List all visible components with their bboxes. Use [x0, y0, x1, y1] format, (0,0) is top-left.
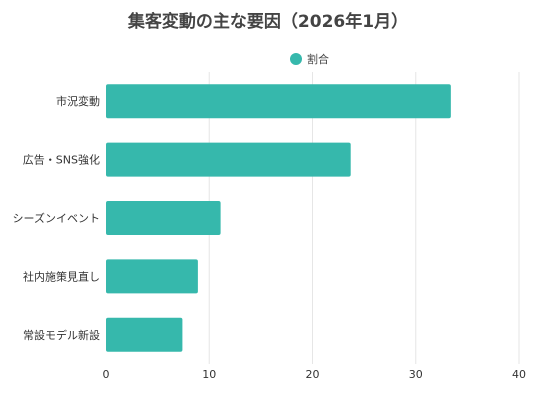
category-label-4: 常設モデル新設: [23, 328, 100, 342]
x-tick-label-10: 10: [202, 368, 216, 381]
x-tick-label-30: 30: [409, 368, 423, 381]
x-tick-label-0: 0: [103, 368, 110, 381]
category-label-1: 広告・SNS強化: [23, 153, 100, 167]
x-tick-label-20: 20: [306, 368, 320, 381]
bar-3: [106, 259, 198, 294]
legend-label: 割合: [307, 52, 329, 66]
bars: [106, 84, 451, 352]
bar-2: [106, 201, 221, 235]
bar-0: [106, 84, 451, 119]
category-label-0: 市況変動: [56, 94, 100, 108]
bar-1: [106, 142, 351, 177]
legend: 割合: [290, 52, 329, 66]
category-label-3: 社内施策見直し: [23, 269, 100, 283]
x-tick-label-40: 40: [512, 368, 526, 381]
bar-4: [106, 317, 183, 352]
legend-marker: [290, 53, 302, 65]
category-label-2: シーズンイベント: [13, 211, 100, 225]
x-axis-ticks: 0 10 20 30 40: [103, 368, 527, 381]
chart-title: 集客変動の主な要因（2026年1月）: [127, 11, 408, 32]
